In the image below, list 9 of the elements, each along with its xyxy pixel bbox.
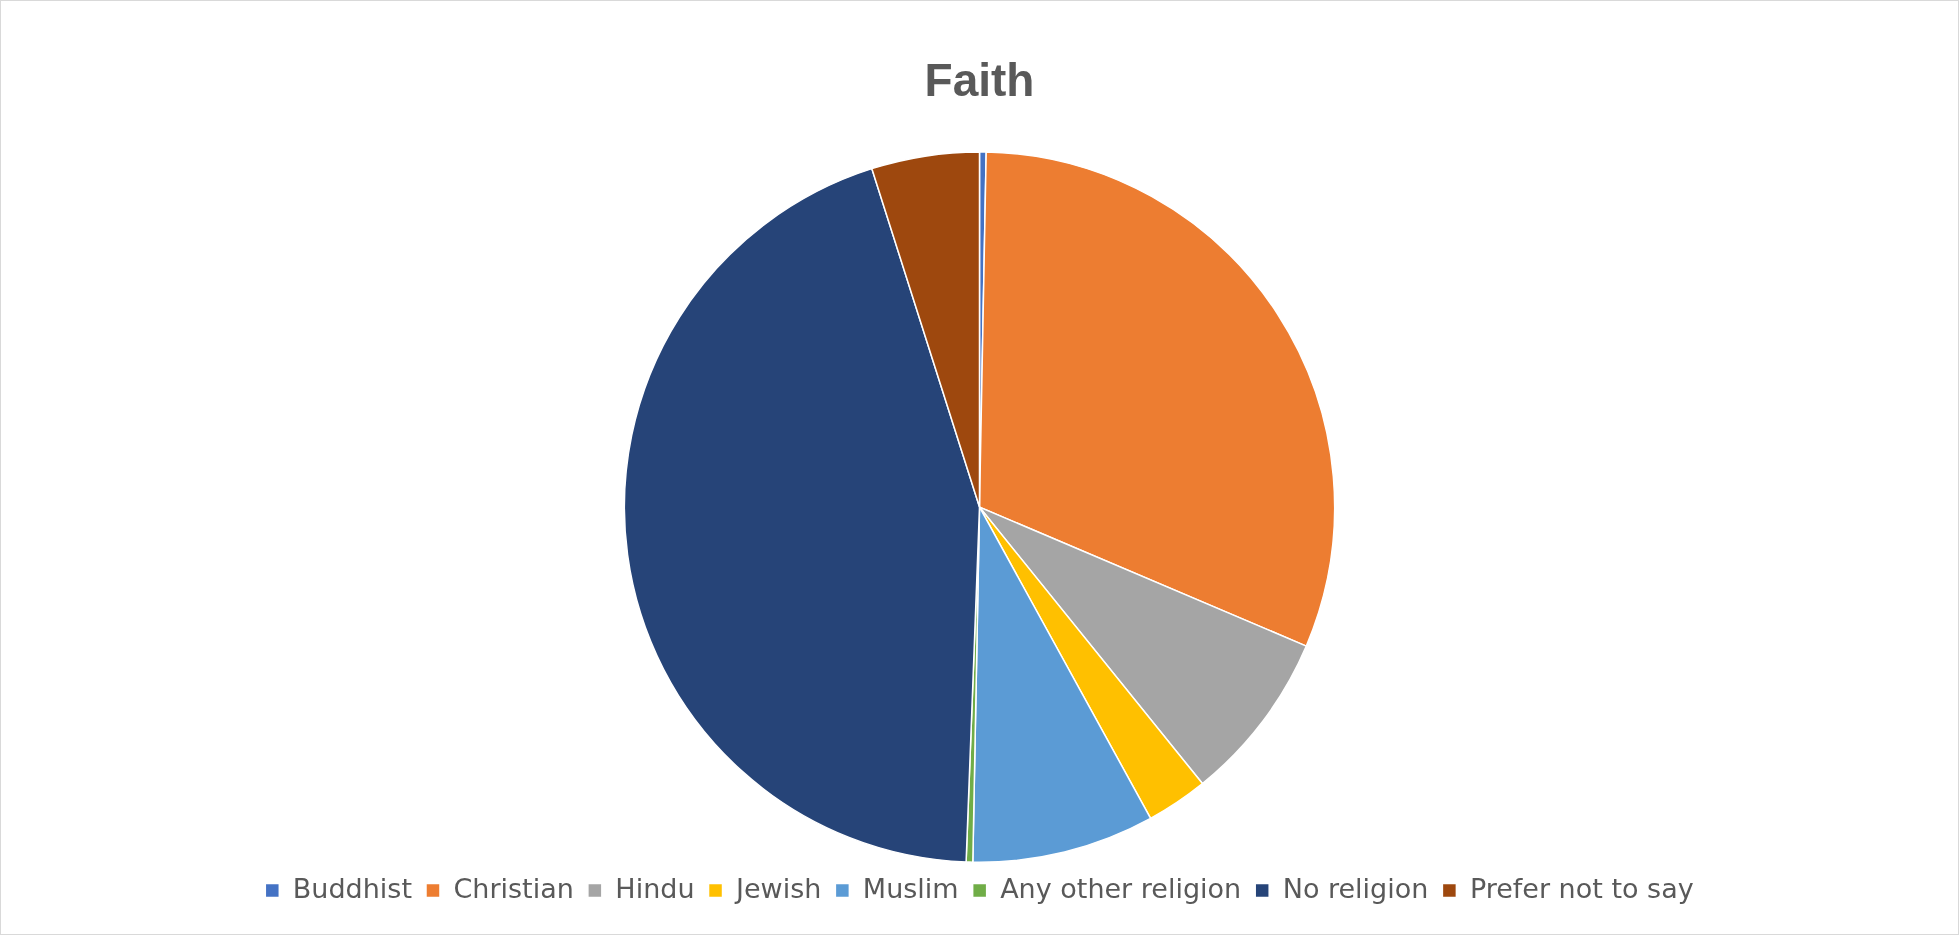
legend-label: Muslim [862,872,959,904]
legend-label: Christian [453,872,574,904]
legend-label: Any other religion [1000,872,1242,904]
legend-label: Buddhist [292,872,412,904]
legend-label: Jewish [734,872,822,904]
chart-title: Faith [924,54,1035,107]
legend-label: Hindu [615,872,695,904]
legend-label: No religion [1282,872,1429,904]
legend-label: Prefer not to say [1469,872,1694,904]
